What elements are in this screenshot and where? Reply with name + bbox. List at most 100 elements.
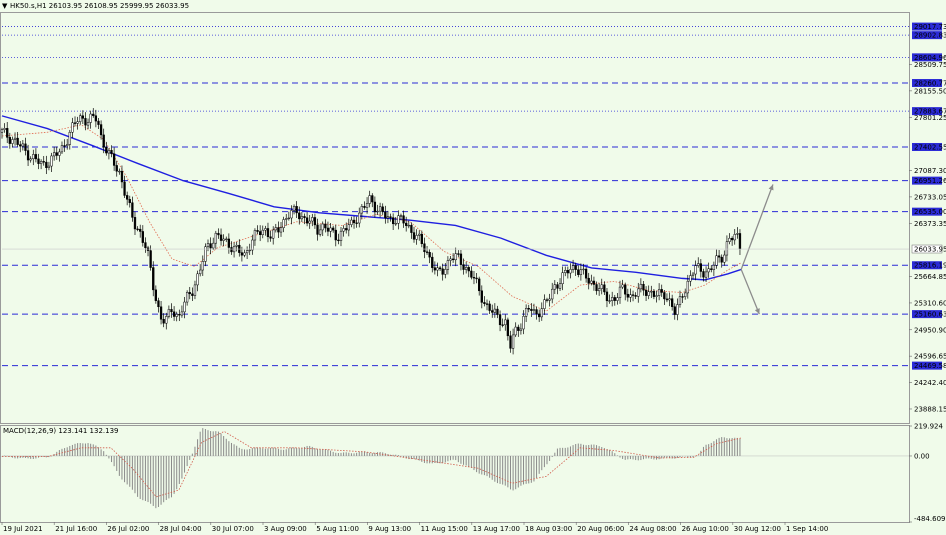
macd-bar xyxy=(58,450,60,456)
arrow-up-head xyxy=(768,184,774,191)
macd-bar xyxy=(669,455,671,459)
candle-body xyxy=(671,298,674,307)
candle-body xyxy=(655,295,658,297)
macd-bar xyxy=(697,455,699,456)
candle-body xyxy=(634,295,637,297)
candle-body xyxy=(110,150,113,155)
macd-bar xyxy=(356,452,358,456)
candle-body xyxy=(66,144,69,146)
macd-bar xyxy=(199,431,201,456)
time-tick-label-2: 26 Jul 02:00 xyxy=(107,525,149,533)
candle-body xyxy=(368,195,371,204)
arrow-down-shaft xyxy=(740,269,760,315)
macd-bar xyxy=(580,443,582,456)
candle-body xyxy=(689,275,692,282)
macd-bar xyxy=(108,455,110,459)
candle-body xyxy=(725,241,729,256)
candle-body xyxy=(665,298,669,301)
price-tick-label-10: 26951.26 xyxy=(914,177,946,185)
header-dropdown-icon[interactable]: ▼ xyxy=(2,2,8,10)
candle-body xyxy=(629,294,632,298)
candle-body xyxy=(436,267,439,271)
candle-body xyxy=(707,268,710,273)
macd-bar xyxy=(640,455,642,461)
macd-bar xyxy=(155,455,157,509)
candle-body xyxy=(274,227,277,231)
macd-bar xyxy=(236,445,238,456)
macd-bar xyxy=(421,455,423,462)
candle-body xyxy=(384,211,387,219)
macd-bar xyxy=(223,436,225,456)
macd-bar xyxy=(731,438,733,456)
macd-bar xyxy=(431,455,433,464)
candle-body xyxy=(3,128,6,130)
candle-body xyxy=(611,297,614,301)
macd-bar xyxy=(30,455,32,459)
macd-bar xyxy=(418,455,420,461)
candle-body xyxy=(37,158,40,164)
candle-body xyxy=(527,308,530,310)
candle-body xyxy=(582,268,585,271)
ma-slow-line xyxy=(1,115,742,281)
macd-bar xyxy=(17,455,19,459)
candle-body xyxy=(318,229,322,235)
candle-body xyxy=(264,228,267,231)
macd-bar xyxy=(163,455,165,503)
candle-body xyxy=(587,277,590,284)
candle-body xyxy=(92,113,95,116)
macd-bar xyxy=(230,442,232,456)
candle-body xyxy=(128,199,131,203)
macd-bar xyxy=(489,455,491,478)
candle-body xyxy=(704,271,708,278)
time-tick-label-14: 30 Aug 12:00 xyxy=(734,525,781,533)
candle-body xyxy=(94,115,98,122)
macd-bar xyxy=(306,445,308,456)
macd-bar xyxy=(405,455,407,459)
candle-body xyxy=(172,311,176,317)
candle-body xyxy=(39,161,43,164)
candle-body xyxy=(556,284,559,289)
macd-bar xyxy=(525,455,527,484)
macd-bar xyxy=(277,448,279,456)
macd-bar xyxy=(157,455,159,507)
candle-body xyxy=(717,255,721,258)
macd-bar xyxy=(345,452,347,456)
price-tick-label-7: 27801.25 xyxy=(914,114,946,122)
candle-body xyxy=(8,137,11,144)
candle-body xyxy=(243,252,246,256)
macd-bar xyxy=(627,455,629,460)
macd-bar xyxy=(69,445,71,456)
macd-bar xyxy=(410,455,412,460)
price-tick-label-2: 28604.96 xyxy=(914,54,946,62)
candle-body xyxy=(120,170,124,183)
projection-arrows xyxy=(740,184,774,315)
candle-body xyxy=(126,195,129,200)
candle-body xyxy=(465,267,468,270)
macd-bar xyxy=(340,452,342,456)
macd-bar xyxy=(238,447,240,456)
candle-body xyxy=(616,297,619,301)
time-tick-label-8: 11 Aug 15:00 xyxy=(421,525,468,533)
candle-body xyxy=(292,206,296,211)
candle-body xyxy=(519,328,523,331)
candle-body xyxy=(167,309,171,317)
macd-bar xyxy=(147,455,149,503)
candle-body xyxy=(261,229,264,235)
macd-bar xyxy=(139,455,141,499)
candle-body xyxy=(488,303,491,311)
macd-bar xyxy=(491,455,493,480)
time-tick-label-4: 30 Jul 07:00 xyxy=(212,525,254,533)
candle-body xyxy=(347,224,350,231)
macd-bar xyxy=(79,443,81,456)
candle-body xyxy=(728,237,731,242)
price-tick-label-9: 27087.30 xyxy=(914,167,946,175)
macd-bar xyxy=(194,446,196,456)
macd-bar xyxy=(538,455,540,474)
macd-bar xyxy=(152,455,154,506)
macd-tick-label-1: 0.00 xyxy=(914,452,930,460)
macd-bar xyxy=(32,455,34,459)
macd-tick-label-0: 219.924 xyxy=(914,423,943,431)
candle-body xyxy=(99,124,103,136)
